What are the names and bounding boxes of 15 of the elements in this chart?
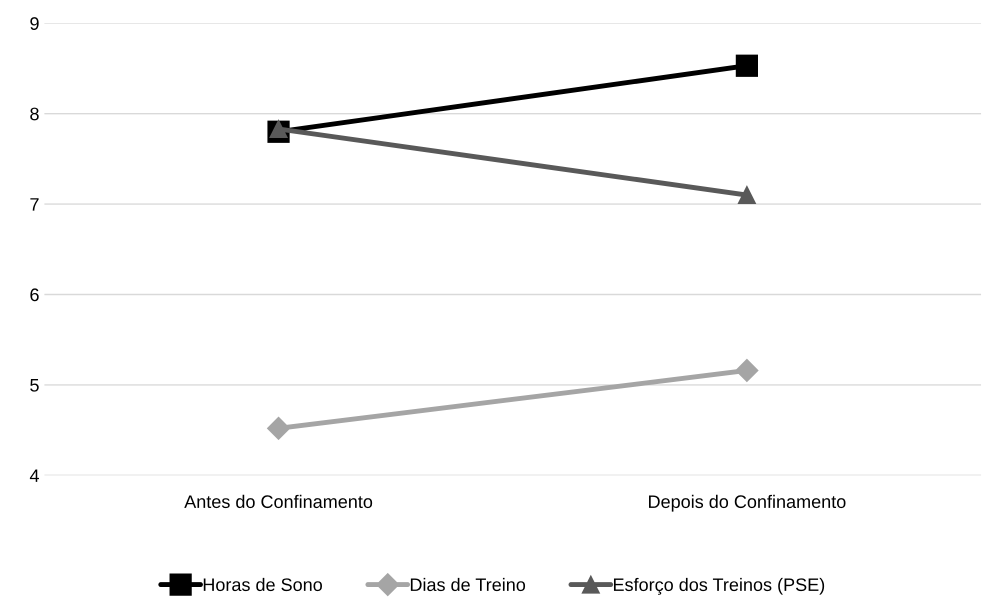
x-tick-label: Antes do Confinamento (184, 494, 372, 508)
legend-label: Horas de Sono (204, 578, 322, 592)
point (736, 54, 758, 77)
y-tick-label: 6 (30, 288, 39, 302)
legend-label: Esforço dos Treinos (PSE) (614, 578, 824, 595)
y-tick-label: 5 (30, 379, 39, 392)
y-tick-label: 8 (30, 108, 39, 120)
point (267, 416, 290, 440)
legend-label: Dias de Treino (410, 578, 526, 592)
x-tick-label: Depois do Confinamento (649, 494, 846, 512)
point (738, 186, 756, 204)
point (735, 358, 758, 382)
y-tick-label: 4 (30, 469, 39, 482)
y-tick-label: 9 (30, 17, 39, 30)
y-tick-label: 7 (30, 198, 39, 211)
